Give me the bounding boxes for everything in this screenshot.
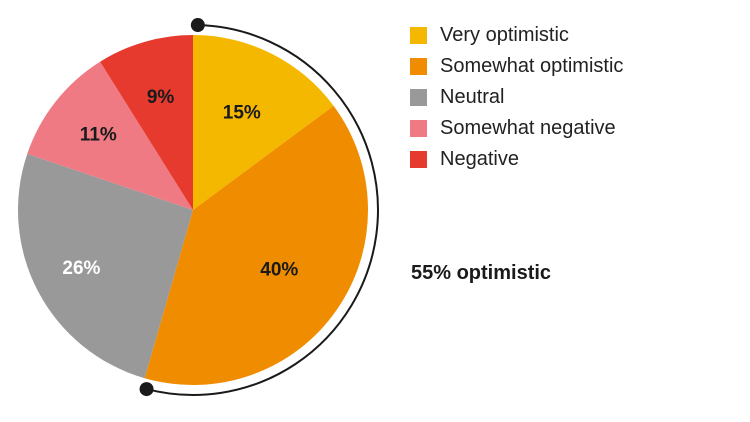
slice-label-somewhat-optimistic: 40% xyxy=(260,259,298,280)
legend-item-negative: Negative xyxy=(410,144,623,175)
pie-slice-neutral xyxy=(18,153,194,379)
legend-item-neutral: Neutral xyxy=(410,82,623,113)
legend-label-somewhat-negative: Somewhat negative xyxy=(440,117,616,139)
slice-label-neutral: 26% xyxy=(62,258,100,279)
slice-label-negative: 9% xyxy=(147,87,175,108)
legend-label-neutral: Neutral xyxy=(440,86,505,108)
legend-label-very-optimistic: Very optimistic xyxy=(440,24,569,46)
legend-item-very-optimistic: Very optimistic xyxy=(410,20,623,51)
legend-swatch-negative xyxy=(410,151,427,168)
legend-label-somewhat-optimistic: Somewhat optimistic xyxy=(440,55,624,77)
optimistic-summary: 55% optimistic xyxy=(411,262,552,284)
optimistic-bracket xyxy=(139,18,379,397)
pie-slices xyxy=(18,35,369,386)
slice-labels: 15% 40% 26% 11% 9% xyxy=(62,87,298,281)
bracket-arc xyxy=(146,24,379,396)
legend-swatch-somewhat-negative xyxy=(410,120,427,137)
legend-swatch-neutral xyxy=(410,89,427,106)
pie-slice-somewhat-negative xyxy=(27,61,193,210)
pie-slice-negative xyxy=(100,35,193,210)
legend-item-somewhat-optimistic: Somewhat optimistic xyxy=(410,51,623,82)
slice-label-somewhat-negative: 11% xyxy=(80,125,117,146)
pie-slice-somewhat-optimistic xyxy=(144,105,369,386)
bracket-end-dot xyxy=(139,382,154,397)
bracket-start-dot xyxy=(190,18,205,33)
legend-swatch-very-optimistic xyxy=(410,27,427,44)
legend-label-negative: Negative xyxy=(440,148,519,170)
pie-chart: 15% 40% 26% 11% 9% xyxy=(18,18,379,397)
pie-slice-very-optimistic xyxy=(193,35,334,210)
legend-item-somewhat-negative: Somewhat negative xyxy=(410,113,623,144)
slice-label-very-optimistic: 15% xyxy=(223,103,261,124)
legend: Very optimistic Somewhat optimistic Neut… xyxy=(410,20,623,175)
legend-swatch-somewhat-optimistic xyxy=(410,58,427,75)
